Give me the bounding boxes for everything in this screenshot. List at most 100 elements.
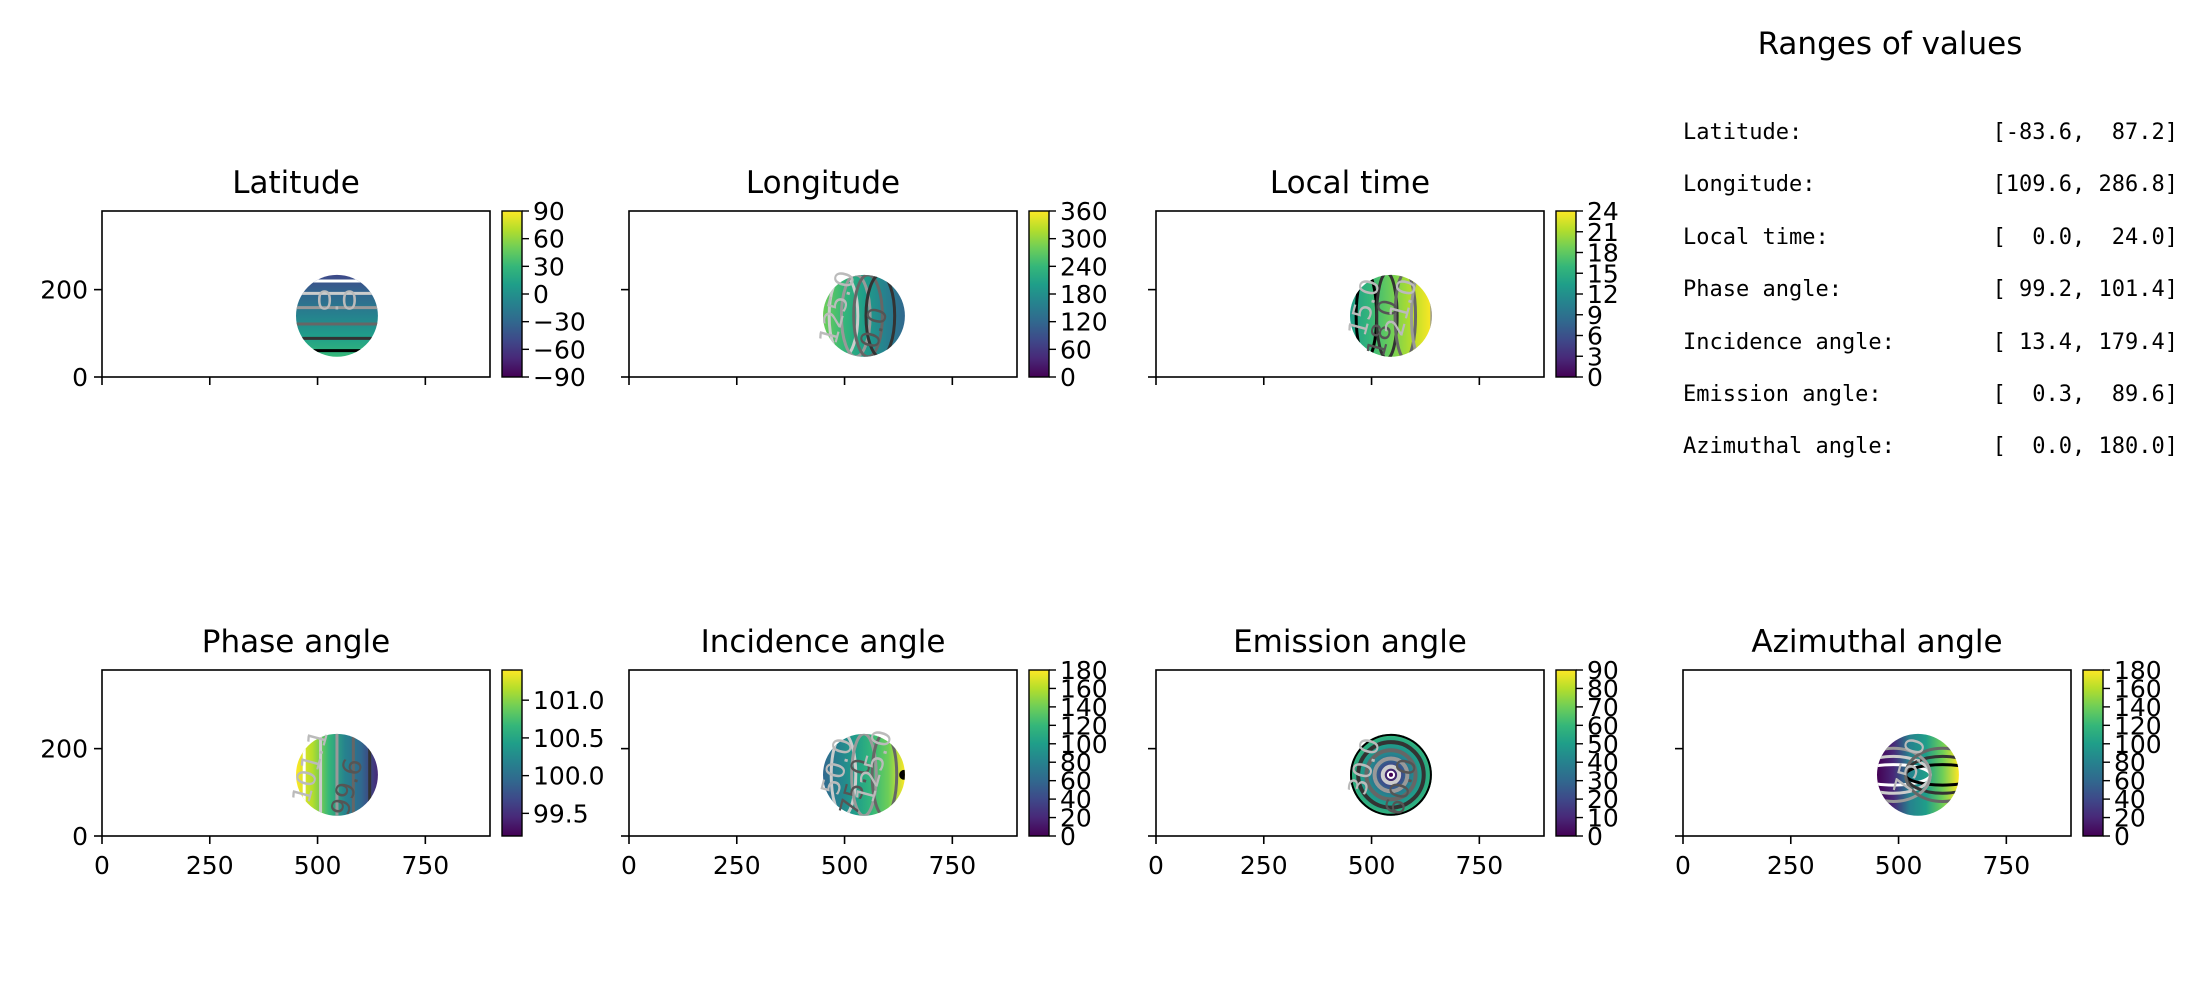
colorbar: [2082, 669, 2104, 837]
colorbar-tick-label: 0: [1587, 363, 1603, 392]
colorbar-tick-label: 120: [1060, 308, 1108, 337]
colorbar: [1028, 210, 1050, 378]
colorbar-tick-label: 160: [1060, 674, 1108, 703]
range-label: Emission angle:: [1683, 382, 1882, 407]
x-tick-label: 500: [1875, 851, 1923, 880]
colorbar-tick-label: 360: [1060, 197, 1108, 226]
range-label: Local time:: [1683, 225, 1829, 250]
range-label: Longitude:: [1683, 172, 1816, 197]
contour-lines: [827, 274, 897, 357]
colorbar-tick-label: 24: [1587, 197, 1619, 226]
axes-frame: [1682, 669, 2072, 837]
range-value: [ 0.3, 89.6]: [1992, 382, 2178, 407]
colorbar-tick-label: 20: [1587, 785, 1619, 814]
contour-line: [1409, 274, 1432, 357]
colorbar-tick-label: 101.0: [533, 686, 605, 715]
colorbar: [1028, 669, 1050, 837]
x-tick-label: 250: [1767, 851, 1815, 880]
x-tick-label: 0: [1675, 851, 1691, 880]
disk-group: 75.0: [1877, 733, 1959, 816]
axes-frame: [101, 210, 491, 378]
range-row: Longitude: [109.6, 286.8]: [1683, 172, 2178, 202]
contour-lines: [1354, 274, 1432, 357]
colorbar-tick-label: 140: [2114, 693, 2162, 722]
colorbar-tick-label: 140: [1060, 693, 1108, 722]
disk-group: 101.199.6: [287, 727, 378, 819]
axes-frame: [101, 669, 491, 837]
colorbar-tick-label: 10: [1587, 804, 1619, 833]
colorbar-tick-label: 50: [1587, 730, 1619, 759]
contour-lines: [829, 733, 905, 816]
colorbar-tick-label: 120: [1060, 711, 1108, 740]
colorbar-tick-label: 0: [1060, 363, 1076, 392]
range-label: Azimuthal angle:: [1683, 434, 1895, 459]
range-value: [ 0.0, 180.0]: [1992, 434, 2178, 459]
disk-group: 30.060.0: [1343, 733, 1432, 819]
contour-line: [850, 733, 878, 816]
range-row: Latitude: [-83.6, 87.2]: [1683, 120, 2178, 150]
disk-group: 0.0: [296, 274, 378, 357]
colorbar: [1555, 669, 1577, 837]
contour-line: [870, 733, 899, 816]
x-tick-label: 750: [928, 851, 976, 880]
panel-title: Phase angle: [202, 624, 390, 660]
colorbar-tick-label: 21: [1587, 218, 1619, 247]
colorbar-tick-label: 180: [2114, 656, 2162, 685]
contour-line: [829, 733, 858, 816]
colorbar-tick-label: 60: [2114, 767, 2146, 796]
range-row: Phase angle: [ 99.2, 101.4]: [1683, 277, 2178, 307]
colorbar-tick-label: 40: [1587, 748, 1619, 777]
contour-line: [827, 274, 860, 357]
colorbar-tick-label: 100: [1060, 730, 1108, 759]
colorbar-tick-label: 6: [1587, 322, 1603, 351]
contour-lines: [302, 733, 372, 816]
contour-center-dot: [1388, 772, 1394, 777]
colorbar-tick-label: 20: [1060, 804, 1092, 833]
y-tick-label: 0: [72, 822, 88, 851]
range-row: Emission angle: [ 0.3, 89.6]: [1683, 382, 2178, 412]
colorbar-tick-label: 0: [1060, 822, 1076, 851]
range-row: Azimuthal angle: [ 0.0, 180.0]: [1683, 434, 2178, 464]
colorbar-tick-label: 99.5: [533, 799, 589, 828]
x-tick-label: 0: [621, 851, 637, 880]
contour-line: [864, 274, 897, 357]
range-label: Latitude:: [1683, 120, 1803, 145]
colorbar-tick-label: 70: [1587, 693, 1619, 722]
x-tick-label: 750: [1455, 851, 1503, 880]
colorbar-tick-label: 0: [1587, 822, 1603, 851]
colorbar-tick-label: 300: [1060, 225, 1108, 254]
colorbar-tick-label: 60: [1060, 335, 1092, 364]
colorbar-tick-label: 80: [1587, 674, 1619, 703]
colorbar: [501, 669, 523, 837]
range-value: [109.6, 286.8]: [1992, 172, 2178, 197]
range-value: [ 99.2, 101.4]: [1992, 277, 2178, 302]
colorbar-tick-label: −30: [533, 308, 586, 337]
colorbar-tick-label: 0: [2114, 822, 2130, 851]
range-label: Phase angle:: [1683, 277, 1842, 302]
colorbar-tick-label: 30: [1587, 767, 1619, 796]
x-tick-label: 500: [294, 851, 342, 880]
contour-line: [852, 274, 884, 357]
panel-title: Local time: [1270, 165, 1430, 201]
colorbar-tick-label: −90: [533, 363, 586, 392]
x-tick-label: 500: [821, 851, 869, 880]
colorbar-tick-label: 100: [2114, 730, 2162, 759]
contour-line: [1393, 274, 1418, 357]
contour-line: [1877, 746, 1932, 803]
colorbar-tick-label: 180: [1060, 656, 1108, 685]
y-tick-label: 200: [40, 735, 88, 764]
range-row: Incidence angle: [ 13.4, 179.4]: [1683, 330, 2178, 360]
colorbar-tick-label: 180: [1060, 280, 1108, 309]
contour-ring: [1372, 756, 1410, 794]
x-tick-label: 0: [94, 851, 110, 880]
range-value: [-83.6, 87.2]: [1992, 120, 2178, 145]
contour-label: 0.0: [316, 287, 357, 317]
